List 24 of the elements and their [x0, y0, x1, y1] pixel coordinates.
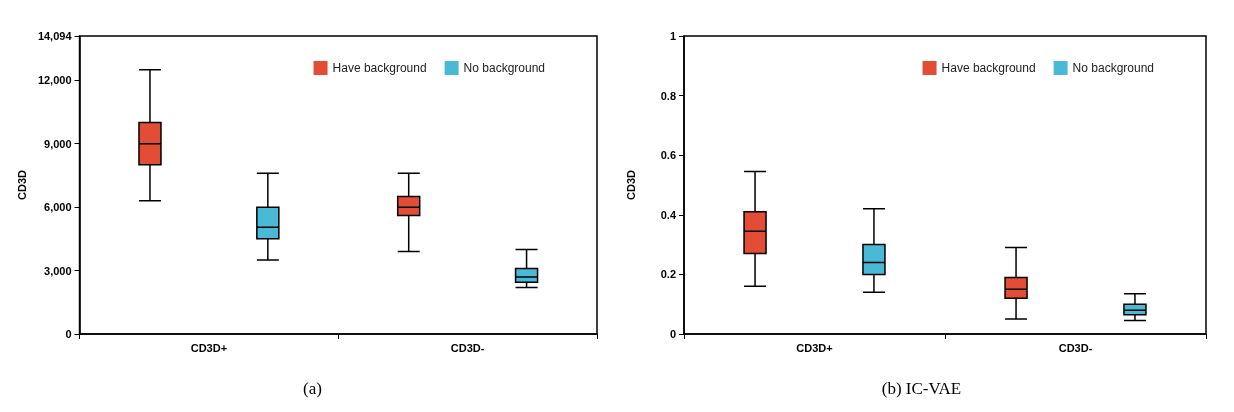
y-tick-label: 9,000	[44, 137, 72, 150]
x-tick-label: CD3D-	[1058, 341, 1093, 354]
legend-label: No background	[463, 61, 545, 75]
text: (a)	[303, 379, 322, 398]
x-tick-label: CD3D+	[796, 341, 833, 354]
x-tick-label: CD3D+	[190, 341, 228, 354]
y-axis-title: CD3D	[15, 169, 28, 200]
y-tick-label: 14,094	[37, 30, 73, 42]
y-tick-label: 3,000	[44, 264, 72, 277]
y-axis-title: CD3D	[624, 169, 637, 200]
y-tick-label: 6,000	[44, 201, 72, 214]
y-tick-label: 0	[669, 328, 676, 340]
legend-label: Have background	[941, 61, 1036, 75]
y-tick-label: 1	[669, 30, 676, 42]
y-tick-label: 0.2	[660, 268, 676, 281]
y-tick-label: 0.4	[660, 208, 677, 221]
y-tick-label: 0	[65, 328, 72, 340]
x-tick-label: CD3D-	[450, 341, 485, 354]
y-tick-label: 0.6	[660, 149, 676, 162]
legend-label: No background	[1072, 61, 1154, 75]
legend-label: Have background	[332, 61, 427, 75]
y-tick-label: 0.8	[660, 89, 676, 102]
y-tick-label: 12,000	[37, 74, 72, 87]
text: (b) IC-VAE	[881, 379, 962, 398]
